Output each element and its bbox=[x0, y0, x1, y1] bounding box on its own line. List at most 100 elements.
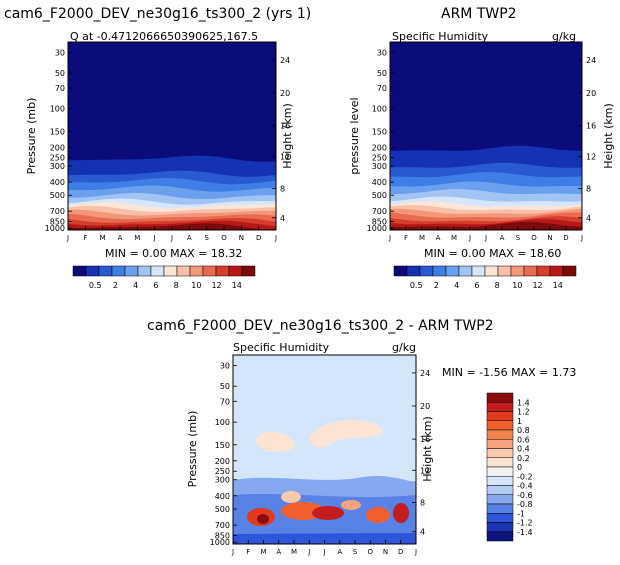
y-tick-label: 50 bbox=[377, 69, 387, 78]
model-left-label: Q at -0.4712066650390625,167.5 bbox=[70, 30, 259, 43]
x-tick-label: M bbox=[260, 548, 266, 556]
y2-tick-label: 24 bbox=[420, 369, 430, 378]
x-tick-label: D bbox=[256, 234, 261, 242]
obs-left-label: Specific Humidity bbox=[392, 30, 489, 43]
diff-colorbar-label: -0.6 bbox=[517, 491, 533, 500]
obs-colorbar-swatch bbox=[445, 265, 460, 277]
obs-colorbar-label: 6 bbox=[474, 281, 479, 290]
model-colorbar-swatch bbox=[137, 265, 152, 277]
y-tick-label: 100 bbox=[50, 105, 65, 114]
diff-contour-blob bbox=[366, 507, 390, 523]
model-colorbar-label: 6 bbox=[153, 281, 158, 290]
diff-colorbar-label: 1 bbox=[517, 417, 522, 426]
diff-colorbar-swatch bbox=[486, 476, 514, 486]
y-tick-label: 300 bbox=[215, 476, 230, 485]
x-tick-label: N bbox=[383, 548, 388, 556]
diff-colorbar-label: -1 bbox=[517, 509, 525, 518]
x-tick-label: F bbox=[246, 548, 250, 556]
y2-tick-label: 4 bbox=[420, 528, 425, 537]
model-colorbar-swatch bbox=[202, 265, 217, 277]
model-colorbar-swatch bbox=[111, 265, 126, 277]
diff-colorbar-label: -1.4 bbox=[517, 528, 533, 537]
diff-colorbar-label: 0 bbox=[517, 463, 522, 472]
x-tick-label: A bbox=[337, 548, 342, 556]
y2-tick-label: 20 bbox=[420, 402, 430, 411]
x-tick-label: D bbox=[563, 234, 568, 242]
y2-tick-label: 4 bbox=[586, 214, 591, 223]
x-tick-label: A bbox=[118, 234, 123, 242]
y2-tick-label: 8 bbox=[280, 185, 285, 194]
y-tick-label: 30 bbox=[220, 361, 230, 370]
diff-contour-blob bbox=[281, 491, 301, 503]
y-tick-label: 150 bbox=[215, 441, 230, 450]
y-tick-label: 500 bbox=[215, 505, 230, 514]
diff-contour-upper-right bbox=[309, 420, 383, 448]
y2-tick-label: 12 bbox=[420, 466, 430, 475]
model-colorbar-swatch bbox=[215, 265, 230, 277]
y-tick-label: 150 bbox=[372, 127, 387, 136]
diff-colorbar-label: -1.2 bbox=[517, 519, 533, 528]
y-tick-label: 500 bbox=[372, 191, 387, 200]
diff-colorbar-label: -0.8 bbox=[517, 500, 533, 509]
diff-colorbar-label: -0.4 bbox=[517, 482, 533, 491]
obs-colorbar-swatch bbox=[484, 265, 499, 277]
y-tick-label: 700 bbox=[50, 207, 65, 216]
y-tick-label: 30 bbox=[55, 48, 65, 57]
model-colorbar-label: 14 bbox=[232, 281, 242, 290]
x-tick-label: A bbox=[276, 548, 281, 556]
y-tick-label: 200 bbox=[215, 457, 230, 466]
diff-colorbar-label: 0.8 bbox=[517, 426, 530, 435]
y-tick-label: 50 bbox=[220, 382, 230, 391]
diff-colorbar-swatch bbox=[486, 448, 514, 458]
x-tick-label: J bbox=[274, 234, 277, 242]
diff-ylabel-right: Height (km) bbox=[421, 416, 434, 482]
x-tick-label: M bbox=[451, 234, 457, 242]
x-tick-label: J bbox=[66, 234, 69, 242]
x-tick-label: J bbox=[388, 234, 391, 242]
obs-colorbar-label: 0.5 bbox=[410, 281, 423, 290]
obs-colorbar-swatch bbox=[458, 265, 473, 277]
obs-colorbar-label: 14 bbox=[553, 281, 563, 290]
x-tick-label: J bbox=[231, 548, 234, 556]
y-tick-label: 200 bbox=[50, 143, 65, 152]
y-tick-label: 1000 bbox=[367, 224, 387, 233]
diff-colorbar-swatch bbox=[486, 494, 514, 505]
model-colorbar-swatch bbox=[150, 265, 165, 277]
x-tick-label: J bbox=[484, 234, 487, 242]
model-colorbar-swatch bbox=[85, 265, 100, 277]
diff-colorbar-swatch bbox=[486, 522, 514, 532]
x-tick-label: A bbox=[436, 234, 441, 242]
diff-colorbar-swatch bbox=[486, 457, 514, 468]
x-tick-label: J bbox=[322, 548, 325, 556]
x-tick-label: J bbox=[307, 548, 310, 556]
obs-colorbar-swatch bbox=[497, 265, 512, 277]
x-tick-label: S bbox=[516, 234, 521, 242]
y2-tick-label: 16 bbox=[280, 122, 290, 131]
y-tick-label: 850 bbox=[372, 218, 387, 227]
x-tick-label: O bbox=[531, 234, 537, 242]
model-colorbar-swatch bbox=[163, 265, 178, 277]
model-minmax: MIN = 0.00 MAX = 18.32 bbox=[105, 247, 243, 260]
diff-colorbar-label: 1.2 bbox=[517, 408, 530, 417]
x-tick-label: M bbox=[419, 234, 425, 242]
model-ylabel-right: Height (km) bbox=[281, 103, 294, 169]
y-tick-label: 30 bbox=[377, 48, 387, 57]
y-tick-label: 100 bbox=[372, 105, 387, 114]
diff-colorbar-swatch bbox=[486, 503, 514, 514]
obs-colorbar-swatch bbox=[419, 265, 434, 277]
x-tick-label: J bbox=[580, 234, 583, 242]
obs-colorbar-swatch bbox=[562, 265, 577, 277]
diff-right-label: g/kg bbox=[392, 341, 417, 354]
y-tick-label: 400 bbox=[215, 492, 230, 501]
diff-colorbar-swatch bbox=[486, 439, 514, 449]
diff-colorbar-swatch bbox=[486, 392, 514, 403]
x-tick-label: D bbox=[398, 548, 403, 556]
y2-tick-label: 24 bbox=[280, 56, 290, 65]
y-tick-label: 70 bbox=[377, 84, 387, 93]
y-tick-label: 700 bbox=[215, 521, 230, 530]
y-tick-label: 1000 bbox=[45, 224, 65, 233]
obs-right-label: g/kg bbox=[552, 30, 577, 43]
x-tick-label: M bbox=[134, 234, 140, 242]
model-panel-title: cam6_F2000_DEV_ne30g16_ts300_2 (yrs 1) bbox=[4, 6, 312, 22]
x-tick-label: N bbox=[239, 234, 244, 242]
